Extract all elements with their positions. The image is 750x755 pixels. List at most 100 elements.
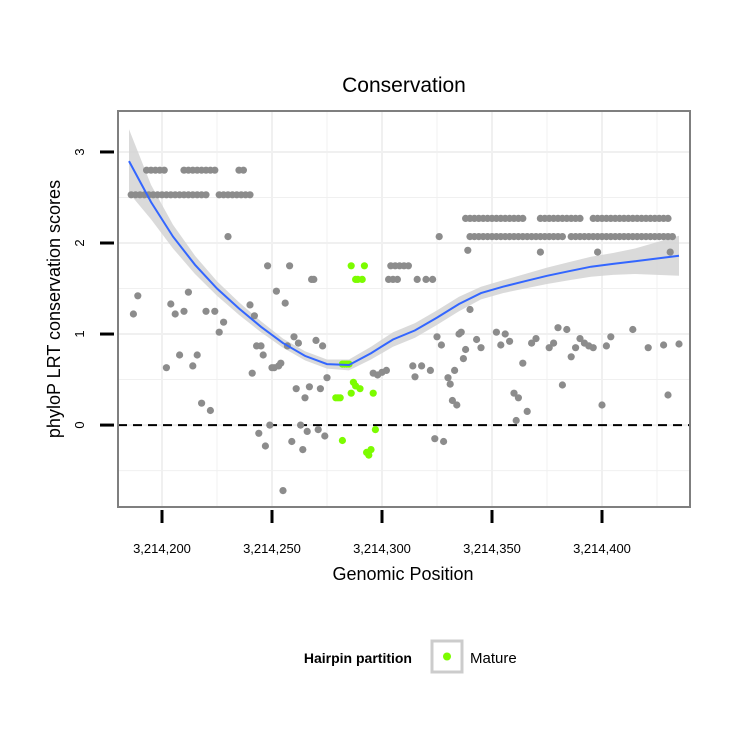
point-other <box>594 248 602 256</box>
point-other <box>290 333 298 341</box>
point-other <box>572 344 580 352</box>
point-other <box>202 191 210 199</box>
point-other <box>664 391 672 399</box>
chart-title: Conservation <box>342 74 466 97</box>
legend-mature-swatch <box>443 652 451 661</box>
point-other <box>202 307 210 315</box>
point-other <box>426 366 434 374</box>
legend-title: Hairpin partition <box>304 650 412 666</box>
point-mature <box>360 262 368 270</box>
point-other <box>250 312 258 320</box>
point-other <box>464 246 472 254</box>
smooth-line-group <box>128 160 680 367</box>
point-other <box>532 335 540 343</box>
point-mature <box>367 446 375 454</box>
point-other <box>418 362 426 370</box>
point-other <box>664 214 672 222</box>
point-other <box>435 233 443 241</box>
point-other <box>675 340 683 348</box>
point-other <box>305 383 313 391</box>
y-tick-label: 1 <box>72 330 87 337</box>
point-other <box>246 301 254 309</box>
point-other <box>162 364 170 372</box>
point-other <box>310 275 318 283</box>
point-other <box>176 351 184 359</box>
point-other <box>264 262 272 270</box>
point-other <box>211 166 219 174</box>
point-mature <box>347 389 355 397</box>
point-other <box>281 299 289 307</box>
point-other <box>299 446 307 454</box>
point-other <box>448 396 456 405</box>
point-other <box>404 262 412 270</box>
point-other <box>554 324 562 332</box>
point-other <box>382 366 390 374</box>
point-other <box>413 275 421 283</box>
point-other <box>261 442 269 450</box>
point-other <box>184 288 192 296</box>
point-other <box>292 385 300 393</box>
point-other <box>451 366 459 374</box>
point-other <box>446 380 454 388</box>
point-other <box>319 342 327 350</box>
point-other <box>528 339 536 347</box>
point-other <box>598 401 606 409</box>
point-other <box>666 248 674 256</box>
point-other <box>536 248 545 256</box>
legend: Hairpin partition Mature <box>304 639 517 674</box>
point-other <box>519 359 527 367</box>
x-tick-label: 3,214,200 <box>133 541 191 556</box>
point-other <box>316 385 324 393</box>
x-tick-label: 3,214,400 <box>573 541 631 556</box>
point-other <box>206 406 214 415</box>
point-other <box>134 292 142 300</box>
point-other <box>668 233 677 241</box>
point-other <box>314 426 322 434</box>
point-other <box>429 275 437 283</box>
point-other <box>510 389 518 397</box>
point-other <box>607 333 615 341</box>
point-other <box>321 432 329 440</box>
point-other <box>545 344 553 352</box>
point-other <box>224 233 232 241</box>
point-other <box>303 427 311 435</box>
point-other <box>257 342 265 350</box>
point-other <box>248 369 256 377</box>
y-tick-label: 2 <box>72 239 87 246</box>
y-axis-label: phyloP LRT conservation scores <box>44 180 64 438</box>
point-other <box>198 399 206 407</box>
point-other <box>501 330 509 338</box>
point-other <box>444 374 452 382</box>
point-other <box>167 300 175 308</box>
point-mature <box>369 389 377 397</box>
point-other <box>457 328 465 336</box>
panel-border <box>117 110 691 508</box>
point-other <box>220 318 228 326</box>
point-other <box>558 381 567 389</box>
point-other <box>473 335 481 344</box>
point-other <box>492 328 500 336</box>
point-other <box>558 233 567 241</box>
point-other <box>422 275 430 283</box>
x-tick-label: 3,214,350 <box>463 541 521 556</box>
point-other <box>437 341 445 349</box>
point-other <box>576 214 584 222</box>
point-other <box>277 359 285 367</box>
point-other <box>514 394 523 402</box>
point-other <box>466 305 474 314</box>
point-other <box>602 342 611 350</box>
y-tick-label: 3 <box>72 148 87 155</box>
point-other <box>160 166 168 174</box>
point-other <box>523 407 531 415</box>
y-tick-label: 0 <box>72 421 87 428</box>
point-mature <box>365 451 373 459</box>
point-other <box>255 429 263 437</box>
smooth-line <box>128 160 680 367</box>
point-other <box>589 344 597 352</box>
x-axis-label: Genomic Position <box>332 564 473 584</box>
point-other <box>409 362 417 370</box>
point-other <box>411 373 419 381</box>
point-other <box>440 437 448 446</box>
